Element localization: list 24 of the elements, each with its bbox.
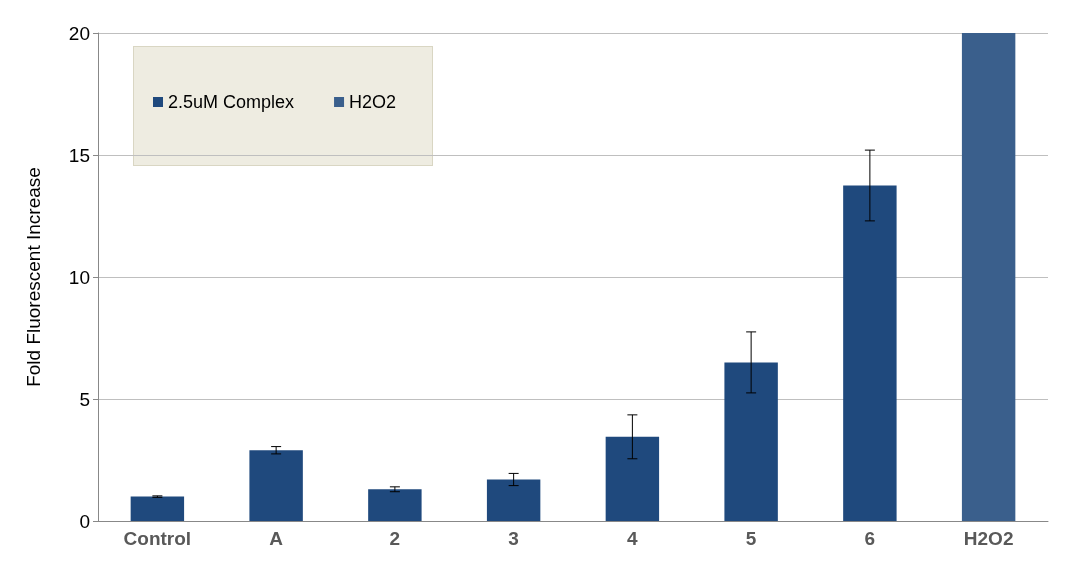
bar — [368, 489, 422, 521]
bar — [605, 436, 660, 521]
y-tick-label: 5 — [79, 388, 90, 410]
bar — [130, 496, 185, 521]
x-tick-label: 6 — [864, 528, 876, 549]
legend-label: 2.5uM Complex — [168, 92, 295, 112]
x-tick-label: H2O2 — [963, 528, 1014, 549]
x-tick-label: 5 — [745, 528, 757, 549]
y-tick-label: 0 — [79, 510, 90, 532]
x-tick-label: A — [269, 528, 284, 549]
bar — [724, 362, 778, 521]
y-axis-title: Fold Fluorescent Increase — [23, 167, 44, 387]
y-tick-label: 20 — [68, 22, 90, 44]
x-tick-label: Control — [123, 528, 192, 549]
bar — [486, 479, 541, 521]
bar — [961, 33, 1016, 521]
legend-label: H2O2 — [349, 92, 397, 112]
x-tick-label: 3 — [508, 528, 519, 549]
x-tick-label: 4 — [627, 528, 639, 549]
y-tick-label: 15 — [68, 144, 90, 166]
bar — [249, 450, 303, 521]
y-tick-label: 10 — [68, 266, 90, 288]
bar — [843, 185, 897, 521]
x-tick-label: 2 — [389, 528, 401, 549]
